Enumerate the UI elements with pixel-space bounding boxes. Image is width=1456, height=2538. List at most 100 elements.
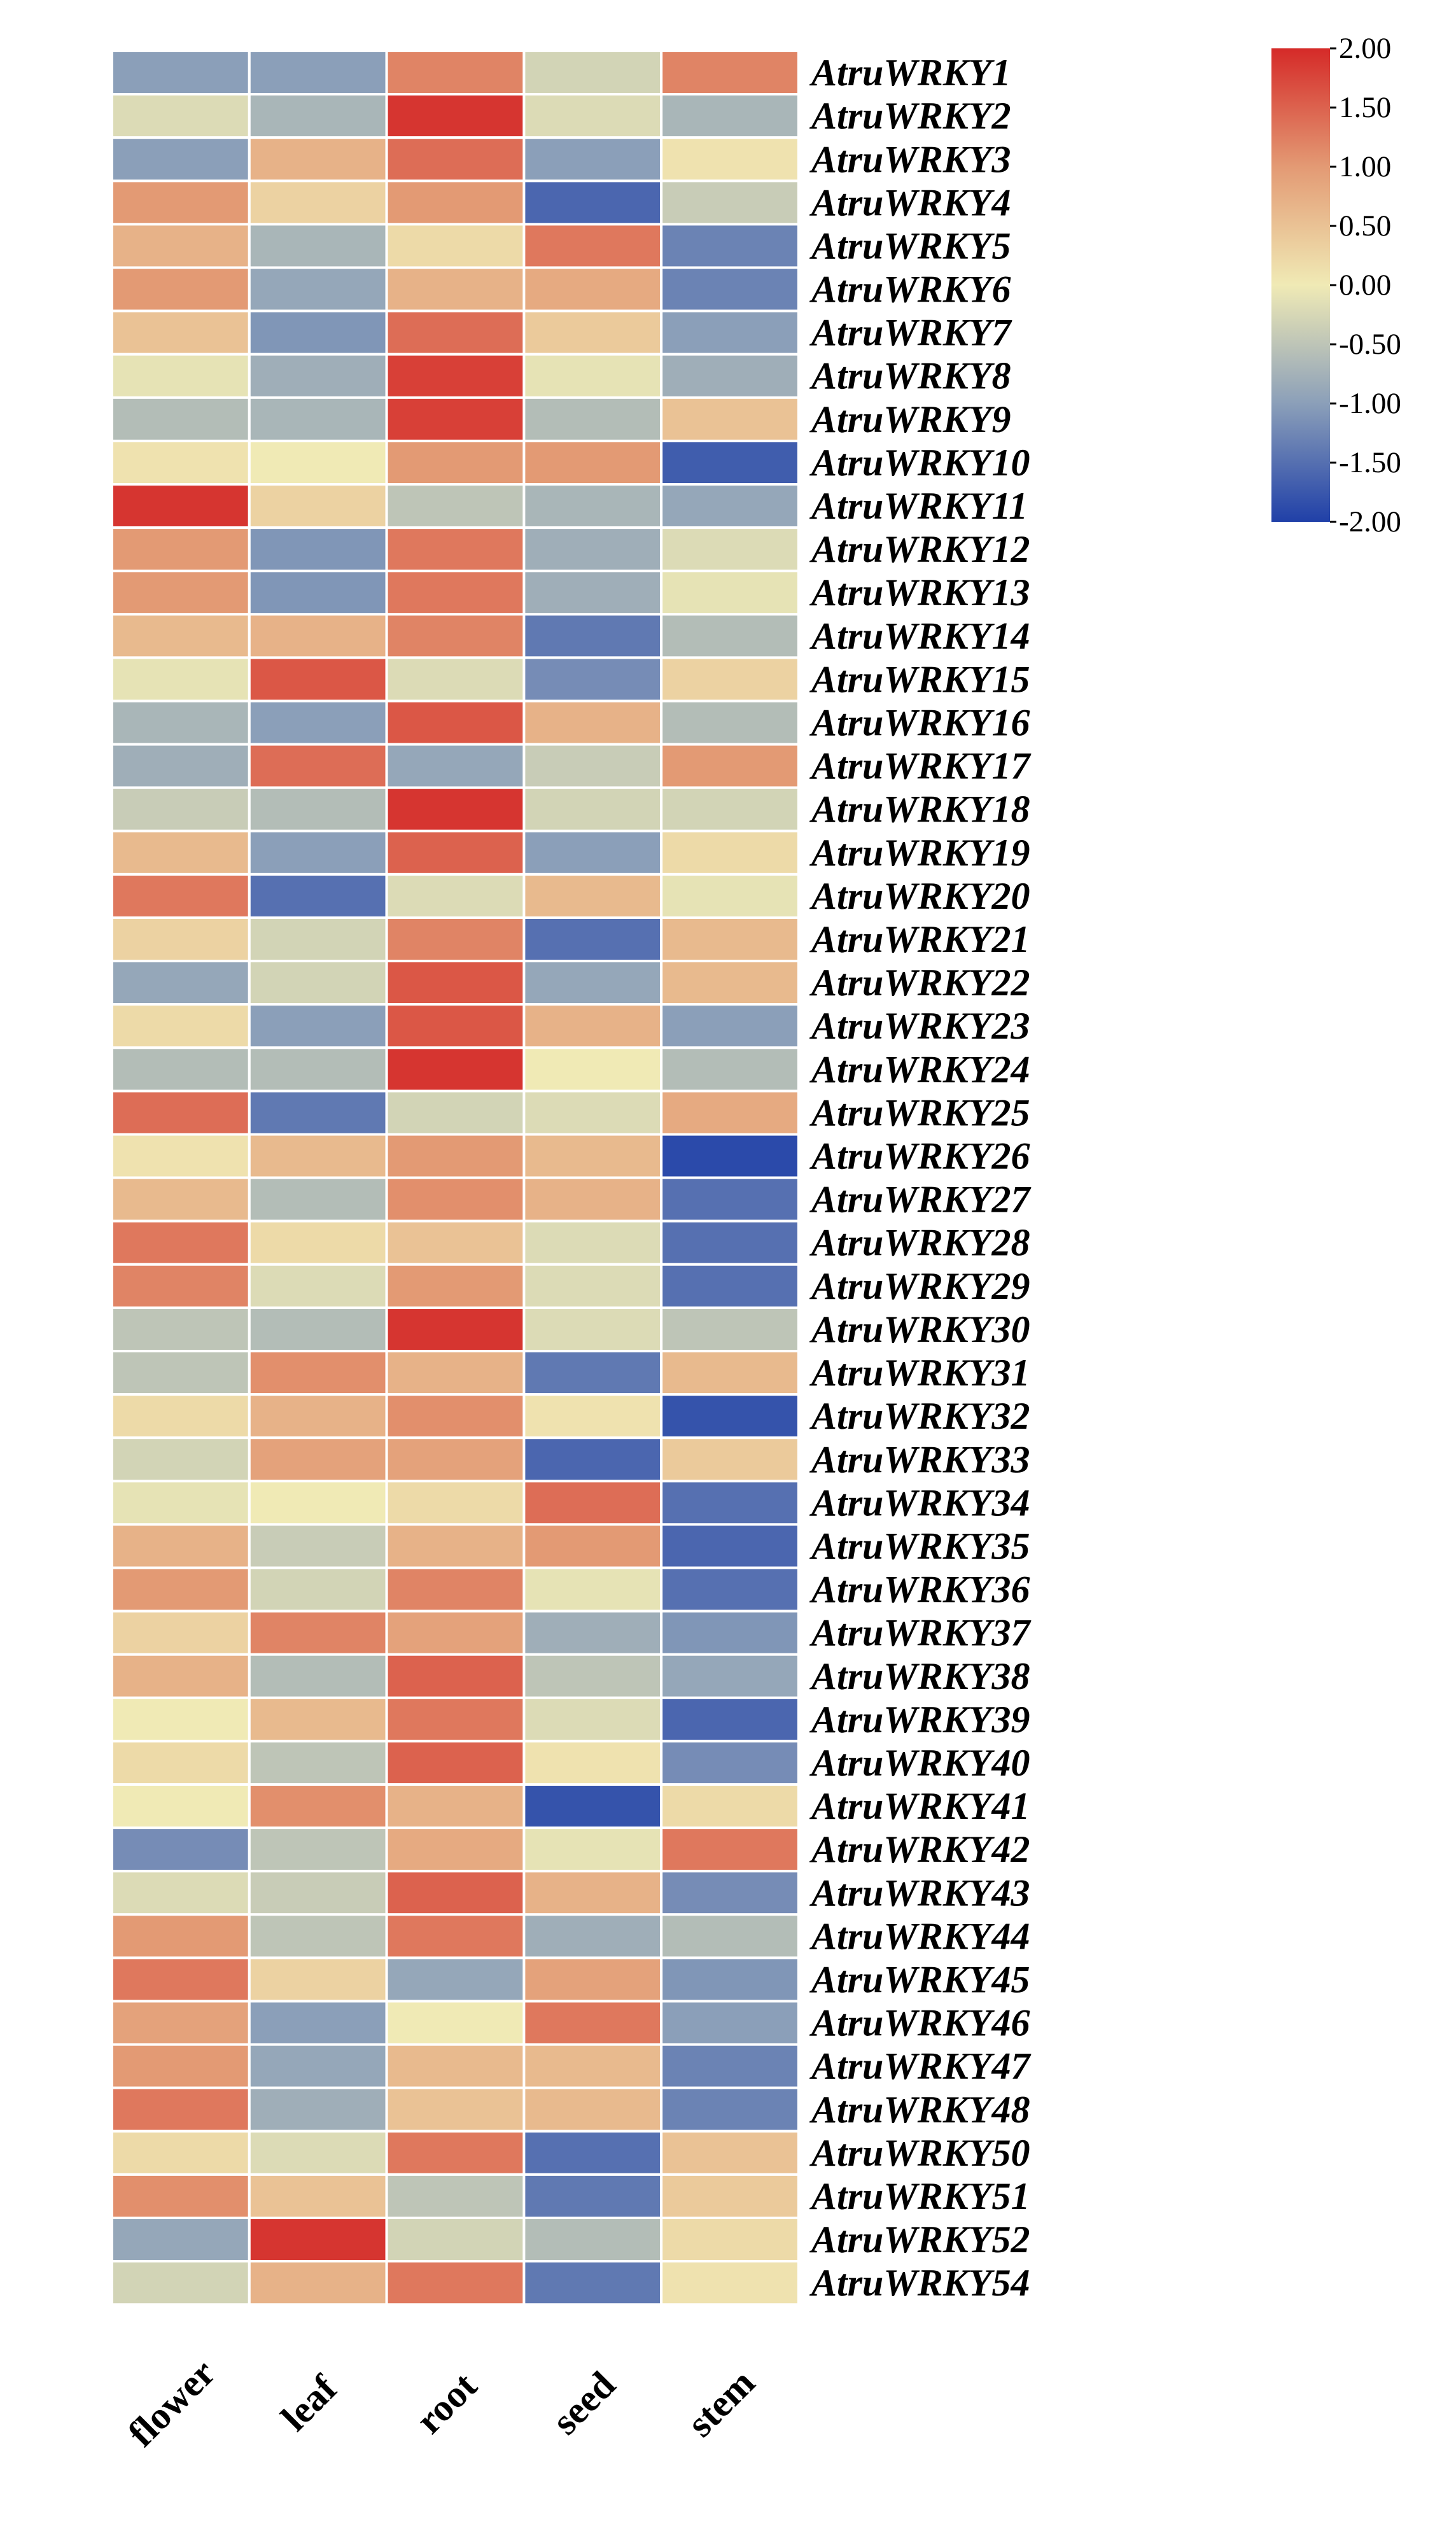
heatmap-cell (385, 2217, 526, 2263)
heatmap-cell (522, 1003, 663, 1049)
heatmap-cell (111, 353, 251, 399)
heatmap-cell (248, 829, 388, 876)
heatmap-cell (385, 699, 526, 746)
heatmap-cell (111, 136, 251, 183)
heatmap-cell (248, 1523, 388, 1569)
row-label: AtruWRKY16 (809, 702, 1030, 744)
heatmap-cell (660, 1523, 800, 1569)
heatmap-cell (660, 309, 800, 356)
heatmap-cell (248, 873, 388, 920)
heatmap-cell (660, 873, 800, 920)
heatmap-cell (248, 396, 388, 442)
heatmap-cell (522, 1176, 663, 1223)
heatmap-cell (522, 396, 663, 442)
row-label: AtruWRKY8 (809, 355, 1011, 397)
heatmap-cell (660, 1609, 800, 1656)
row-label: AtruWRKY23 (809, 1005, 1030, 1047)
heatmap-cell (385, 1003, 526, 1049)
heatmap-cell (111, 1653, 251, 1699)
heatmap-cell (111, 1956, 251, 2003)
heatmap-cell (111, 656, 251, 703)
row-label: AtruWRKY9 (809, 398, 1011, 440)
heatmap-cell (385, 309, 526, 356)
row-label: AtruWRKY26 (809, 1135, 1030, 1177)
heatmap-cell (385, 439, 526, 486)
heatmap-cell (111, 1176, 251, 1223)
heatmap-cell (660, 1739, 800, 1786)
row-label: AtruWRKY46 (809, 2002, 1030, 2044)
heatmap-cell (111, 2000, 251, 2046)
row-label: AtruWRKY51 (809, 2175, 1030, 2217)
heatmap-cell (522, 916, 663, 963)
row-label: AtruWRKY40 (809, 1742, 1030, 1784)
heatmap-cell (660, 1219, 800, 1266)
heatmap-cell (111, 1046, 251, 1093)
heatmap-cell (111, 1350, 251, 1396)
heatmap-cell (248, 1956, 388, 2003)
heatmap-cell (522, 1306, 663, 1352)
heatmap-cell (248, 2129, 388, 2176)
heatmap-cell (522, 1696, 663, 1742)
heatmap-cell (522, 699, 663, 746)
heatmap-cell (522, 2086, 663, 2133)
row-label: AtruWRKY33 (809, 1438, 1030, 1480)
heatmap-cell (111, 960, 251, 1006)
heatmap-cell (111, 266, 251, 312)
heatmap-cell (111, 179, 251, 226)
heatmap-cell (385, 613, 526, 659)
heatmap-cell (522, 1046, 663, 1093)
heatmap-cell (111, 50, 251, 96)
heatmap-cell (111, 1480, 251, 1526)
heatmap-cell (248, 1046, 388, 1093)
heatmap-cell (660, 266, 800, 312)
heatmap-cell (385, 2173, 526, 2219)
heatmap-cell (385, 1653, 526, 1699)
heatmap-cell (522, 223, 663, 269)
column-labels: flower leaf root seed stem (120, 2352, 763, 2455)
row-label: AtruWRKY29 (809, 1265, 1030, 1307)
heatmap-cell (248, 223, 388, 269)
heatmap-cell (522, 1350, 663, 1396)
heatmap-cell (522, 960, 663, 1006)
column-label: seed (544, 2364, 623, 2443)
heatmap-cell (385, 1393, 526, 1440)
colorbar-legend: 2.00 1.50 1.00 0.50 0.00 -0.50 -1.00 -1.50 -2.00 (1271, 32, 1401, 538)
row-label: AtruWRKY13 (809, 571, 1030, 613)
heatmap-cells (111, 50, 800, 2306)
heatmap-cell (522, 2217, 663, 2263)
heatmap-cell (385, 1566, 526, 1613)
heatmap-cell (248, 266, 388, 312)
heatmap-cell (660, 1393, 800, 1440)
heatmap-cell (248, 136, 388, 183)
heatmap-cell (248, 1176, 388, 1223)
column-label: leaf (273, 2367, 345, 2439)
heatmap-cell (248, 2086, 388, 2133)
heatmap-cell (248, 743, 388, 789)
heatmap-cell (248, 1306, 388, 1352)
heatmap-cell (111, 743, 251, 789)
heatmap-cell (111, 1133, 251, 1179)
row-label: AtruWRKY5 (809, 225, 1011, 267)
heatmap-cell (385, 960, 526, 1006)
heatmap-cell (111, 2173, 251, 2219)
heatmap-cell (522, 526, 663, 573)
heatmap-cell (111, 93, 251, 139)
heatmap-cell (660, 1436, 800, 1483)
heatmap-cell (660, 613, 800, 659)
row-label: AtruWRKY38 (809, 1655, 1030, 1697)
heatmap-cell (248, 916, 388, 963)
heatmap-cell (522, 786, 663, 832)
heatmap-cell (660, 1350, 800, 1396)
heatmap-cell (248, 1263, 388, 1309)
heatmap-cell (385, 829, 526, 876)
heatmap-cell (660, 483, 800, 529)
heatmap-cell (248, 1739, 388, 1786)
heatmap-cell (522, 829, 663, 876)
row-label: AtruWRKY44 (809, 1915, 1030, 1957)
heatmap-cell (385, 1133, 526, 1179)
heatmap-cell (111, 2217, 251, 2263)
heatmap-cell (385, 1176, 526, 1223)
heatmap-cell (385, 483, 526, 529)
colorbar-ticks: 2.00 1.50 1.00 0.50 0.00 -0.50 -1.00 -1.50 -2.00 (1330, 32, 1401, 538)
